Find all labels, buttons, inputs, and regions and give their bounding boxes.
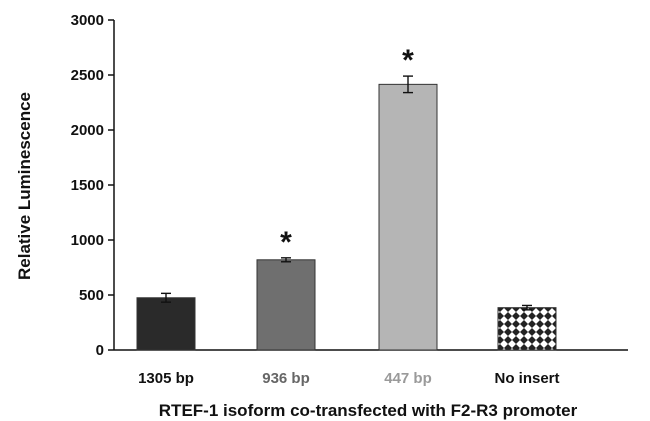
bar-no-insert [497,307,557,351]
x-axis-title: RTEF-1 isoform co-transfected with F2-R3… [159,401,578,420]
y-ticks: 0 500 1000 1500 2000 2500 3000 [71,12,114,359]
significance-asterisk: * [280,226,292,259]
bar-447-bp [378,83,438,351]
significance-asterisk: * [402,44,414,77]
significance-marks: ** [280,44,414,259]
error-bar [161,292,171,303]
category-labels: 1305 bp 936 bp 447 bp No insert [138,370,559,387]
error-bar [403,75,413,94]
y-tick-label: 2000 [71,122,104,139]
y-axis-title: Relative Luminescence [15,92,34,280]
error-bar [522,304,532,311]
y-tick-label: 0 [96,342,104,359]
bar-1305-bp [136,297,196,351]
category-label: 1305 bp [138,370,194,387]
category-label: 936 bp [262,370,310,387]
category-label: No insert [494,370,559,387]
error-bar [281,257,291,263]
bar-936-bp [256,259,316,351]
y-tick-label: 2500 [71,67,104,84]
bars [136,83,557,351]
y-tick-label: 500 [79,287,104,304]
error-bars [161,75,532,311]
y-tick-label: 3000 [71,12,104,29]
y-tick-label: 1500 [71,177,104,194]
y-tick-label: 1000 [71,232,104,249]
category-label: 447 bp [384,370,432,387]
